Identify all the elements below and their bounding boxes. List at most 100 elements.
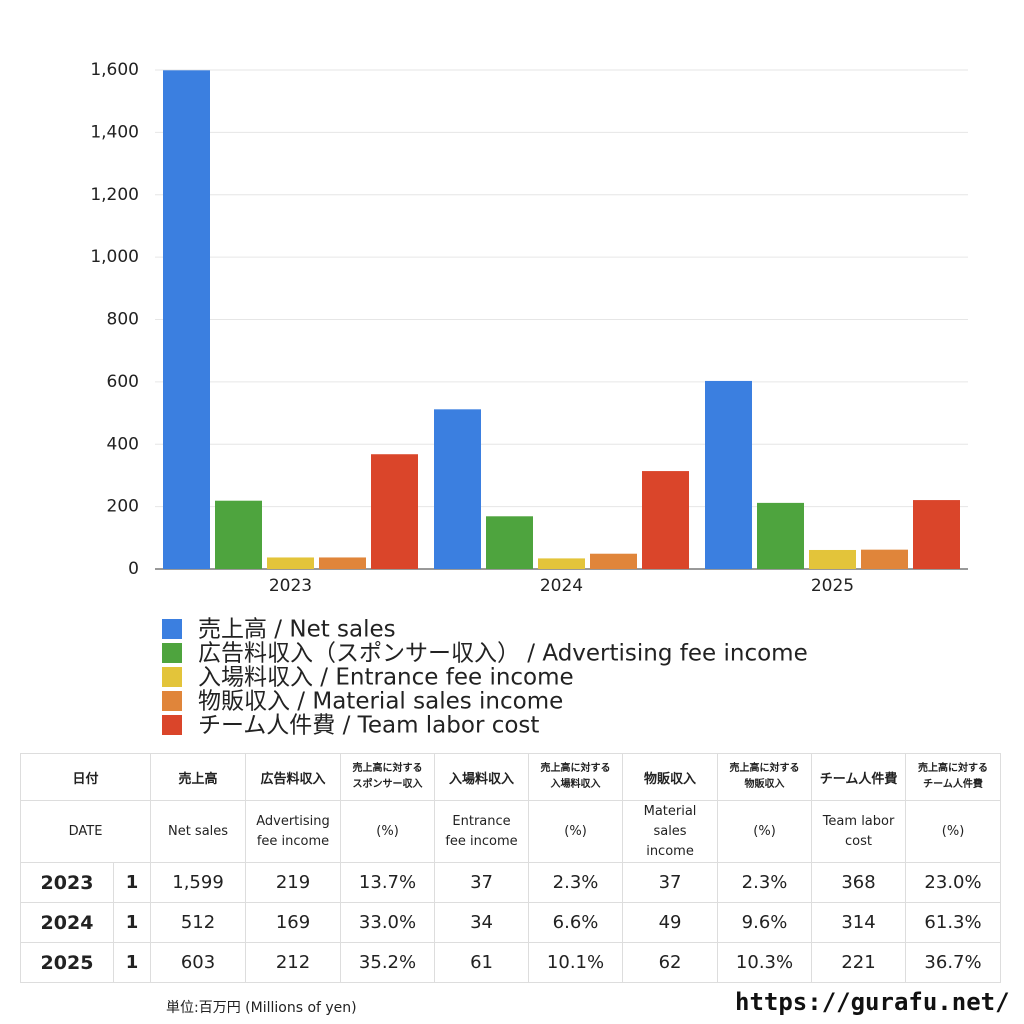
table-row: 2024 1 512 169 33.0% 34 6.6% 49 9.6% 314 61.3% — [20, 902, 1002, 943]
bar — [538, 558, 585, 569]
table-row: DATE Net sales Advertising fee income (%) En… — [19, 800, 1002, 863]
table-cell: 212 — [245, 942, 342, 983]
table-cell: チーム人件費 — [811, 753, 907, 801]
y-tick-label: 200 — [107, 497, 139, 517]
table-cell: Team labor cost — [811, 800, 907, 863]
table-cell: 売上高に対する 入場料収入 — [528, 753, 624, 801]
legend-swatch — [162, 619, 182, 639]
table-cell: (%) — [717, 800, 813, 863]
x-tick-label: 2025 — [811, 576, 854, 596]
table-cell: 33.0% — [340, 902, 436, 943]
y-tick-label: 1,200 — [90, 185, 139, 205]
table-cell: 広告料収入 — [245, 753, 342, 801]
table-cell: 512 — [150, 902, 247, 943]
table-cell: 221 — [811, 942, 907, 983]
x-tick-label: 2023 — [269, 576, 312, 596]
table-cell: 2.3% — [528, 862, 624, 903]
table-row: 2023 1 1,599 219 13.7% 37 2.3% 37 2.3% 368 23.0% — [20, 862, 1002, 903]
table-cell: 10.3% — [717, 942, 813, 983]
table-cell: 61 — [434, 942, 530, 983]
unit-note: 単位:百万円 (Millions of yen) — [166, 1000, 357, 1016]
legend-swatch — [162, 715, 182, 735]
table-cell: 売上高に対する 物販収入 — [717, 753, 813, 801]
table-cell: 2023 — [20, 862, 114, 903]
chart: 0 200 400 600 800 1,000 1,200 1,400 1,600 2023 202… — [90, 60, 968, 739]
table-cell: 35.2% — [340, 942, 436, 983]
table-cell: 37 — [622, 862, 719, 903]
y-tick-label: 1,400 — [90, 122, 139, 142]
table-cell: 日付 — [19, 753, 152, 801]
table-cell: 売上高に対する チーム人件費 — [905, 753, 1002, 801]
bar — [163, 70, 210, 569]
bar — [267, 557, 314, 569]
table-cell: 49 — [622, 902, 719, 943]
table-cell: 36.7% — [905, 942, 1002, 983]
table-cell: 売上高 — [150, 753, 247, 801]
table-cell: 314 — [811, 902, 907, 943]
legend-label: 売上高 / Net sales — [198, 617, 396, 643]
table-cell: 2.3% — [717, 862, 813, 903]
x-tick-label: 2024 — [540, 576, 583, 596]
bar — [705, 380, 752, 569]
table-cell: 62 — [622, 942, 719, 983]
y-tick-label: 800 — [107, 310, 139, 330]
table-cell: Net sales — [150, 800, 247, 863]
legend-label: 物販収入 / Material sales income — [198, 689, 563, 715]
y-tick-label: 1,000 — [90, 247, 139, 267]
table-cell: 1 — [112, 902, 152, 943]
y-tick-label: 400 — [107, 434, 139, 454]
bar — [215, 500, 262, 569]
legend-label: 入場料収入 / Entrance fee income — [198, 665, 574, 691]
table-row: 2025 1 603 212 35.2% 61 10.1% 62 10.3% 221 36.7% — [20, 942, 1002, 983]
bar — [319, 557, 366, 569]
bar — [590, 553, 637, 569]
bar — [757, 502, 804, 569]
table-cell: Advertising fee income — [245, 800, 342, 863]
table-cell: 37 — [434, 862, 530, 903]
bar — [371, 454, 418, 569]
bar — [861, 549, 908, 569]
legend-swatch — [162, 667, 182, 687]
y-tick-label: 600 — [107, 372, 139, 392]
legend-label: チーム人件費 / Team labor cost — [198, 713, 539, 739]
table-cell: 169 — [245, 902, 342, 943]
bar — [809, 549, 856, 569]
table-cell: Entrance fee income — [434, 800, 530, 863]
table-cell: (%) — [528, 800, 624, 863]
table-cell: Material sales income — [622, 800, 719, 863]
table-cell: (%) — [905, 800, 1002, 863]
data-table: 日付 売上高 広告料収入 売上高に対する スポンサー収入 入場料収入 売上高に対する 入場… — [19, 753, 1002, 983]
bar — [642, 471, 689, 569]
table-cell: 2025 — [20, 942, 114, 983]
table-cell: 入場料収入 — [434, 753, 530, 801]
table-cell: 9.6% — [717, 902, 813, 943]
table-cell: 219 — [245, 862, 342, 903]
table-cell: 売上高に対する スポンサー収入 — [340, 753, 436, 801]
table-cell: 1 — [112, 862, 152, 903]
table-row: 日付 売上高 広告料収入 売上高に対する スポンサー収入 入場料収入 売上高に対する 入場… — [19, 753, 1002, 801]
legend-swatch — [162, 643, 182, 663]
table-cell: 603 — [150, 942, 247, 983]
site-url: https://gurafu.net/ — [735, 988, 1010, 1016]
table-cell: DATE — [19, 800, 152, 863]
table-cell: 23.0% — [905, 862, 1002, 903]
bar — [913, 500, 960, 569]
y-tick-label: 1,600 — [90, 60, 139, 80]
y-tick-label: 0 — [128, 559, 139, 579]
table-cell: 6.6% — [528, 902, 624, 943]
bar — [486, 516, 533, 569]
table-cell: 10.1% — [528, 942, 624, 983]
legend-label: 広告料収入（スポンサー収入） / Advertising fee income — [198, 641, 808, 667]
table-cell: (%) — [340, 800, 436, 863]
table-cell: 1,599 — [150, 862, 247, 903]
table-cell: 34 — [434, 902, 530, 943]
table-cell: 368 — [811, 862, 907, 903]
table-cell: 2024 — [20, 902, 114, 943]
table-cell: 1 — [112, 942, 152, 983]
table-cell: 13.7% — [340, 862, 436, 903]
bar — [434, 409, 481, 569]
table-cell: 物販収入 — [622, 753, 719, 801]
table-cell: 61.3% — [905, 902, 1002, 943]
legend-swatch — [162, 691, 182, 711]
